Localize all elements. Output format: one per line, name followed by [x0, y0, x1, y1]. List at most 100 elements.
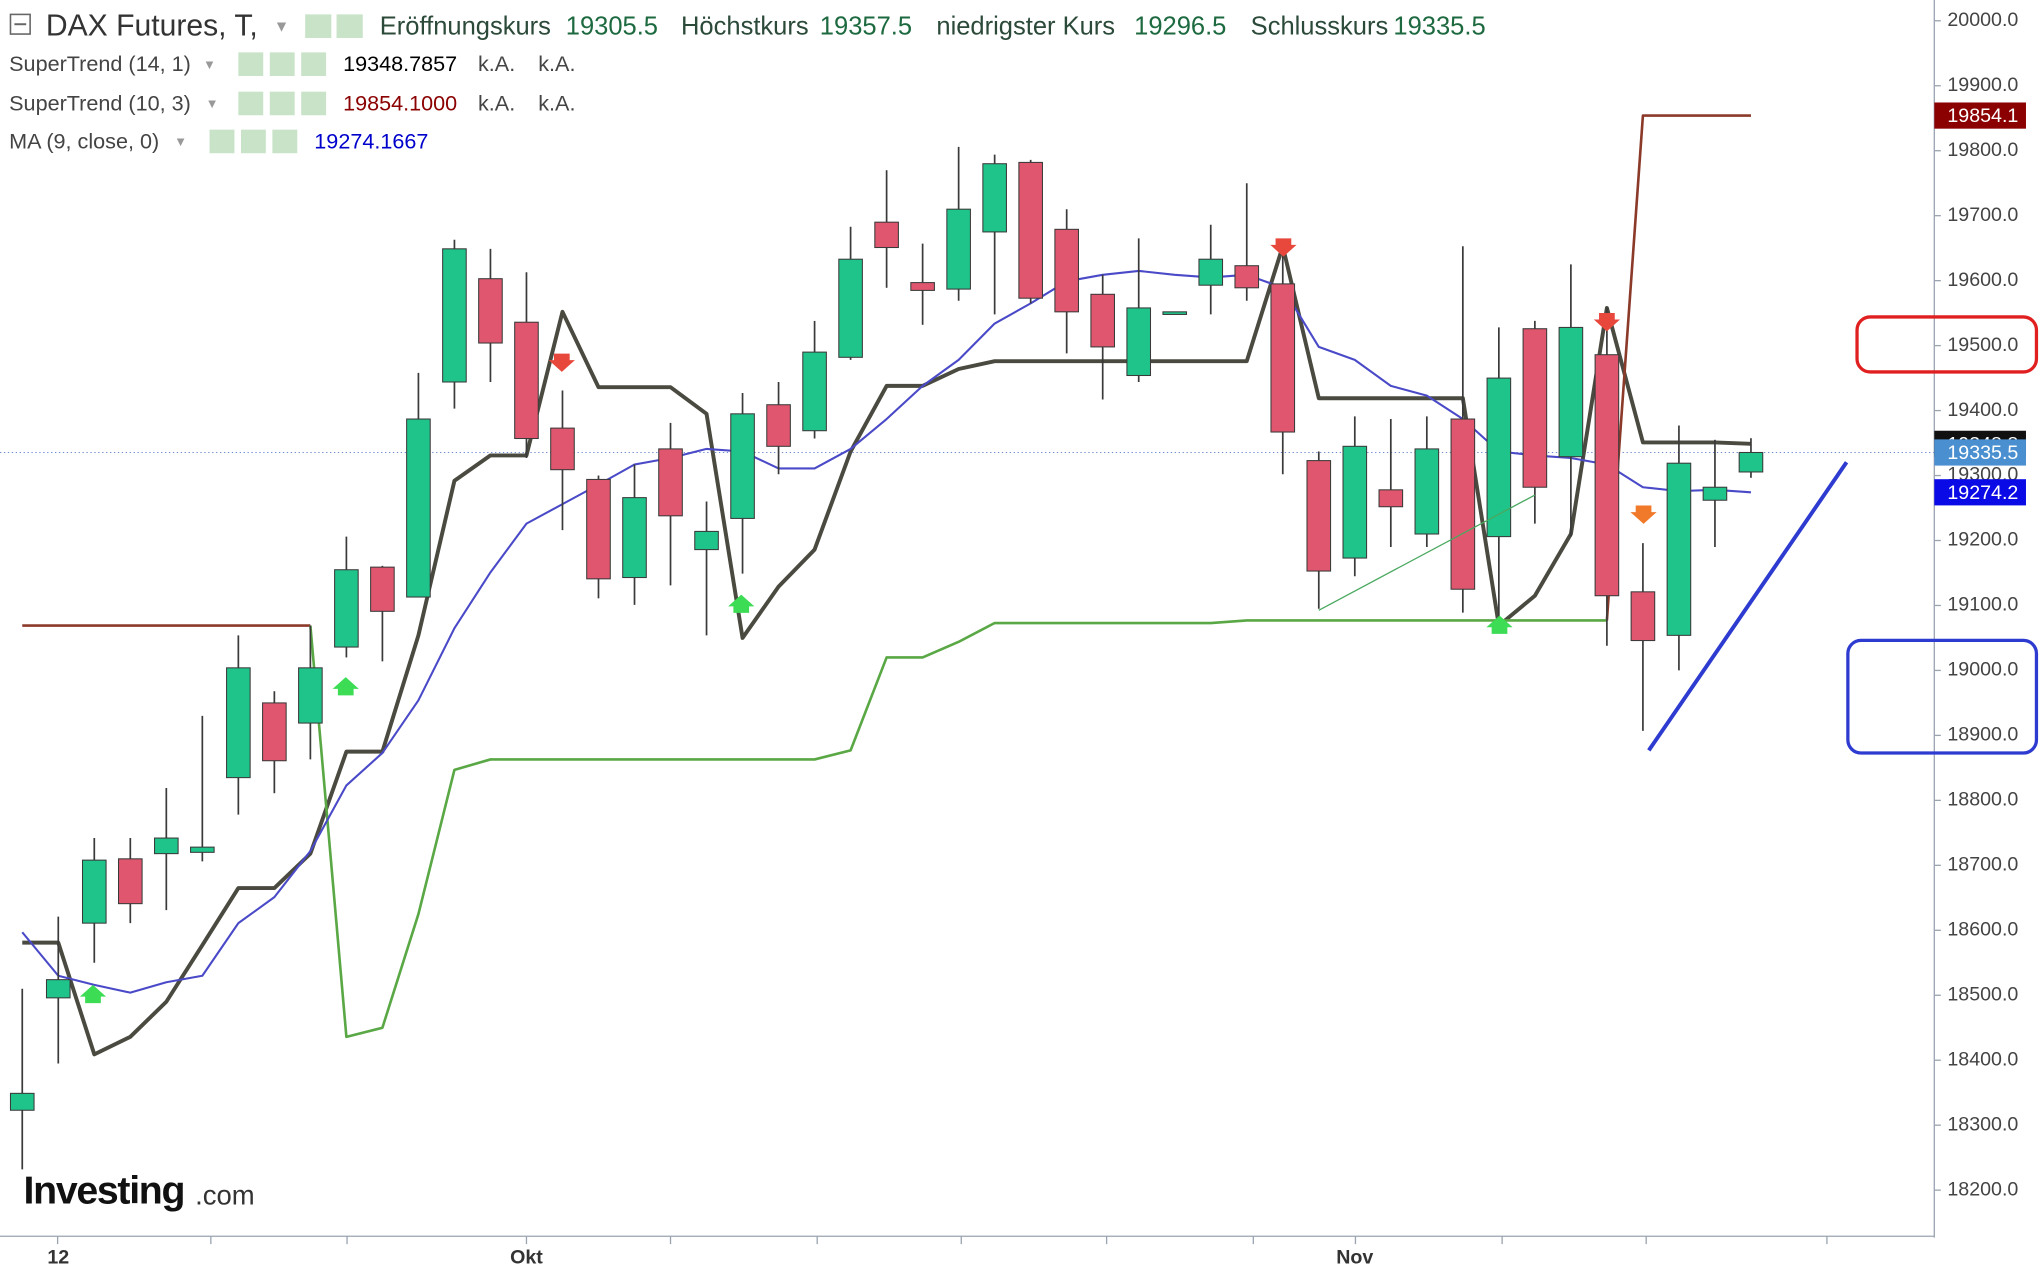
svg-text:▼: ▼ — [274, 19, 290, 36]
legend-name: MA (9, close, 0) — [9, 128, 159, 153]
indicator-line — [22, 114, 1751, 627]
candle-body — [1126, 307, 1152, 377]
candle-body — [730, 413, 755, 519]
svg-text:▼: ▼ — [203, 57, 216, 72]
candle-body — [946, 208, 971, 290]
header-label: Eröffnungskurs — [380, 12, 551, 40]
candle-body — [514, 321, 539, 440]
candle-body — [370, 566, 395, 612]
candle-body — [622, 497, 647, 579]
candle-body — [874, 221, 899, 249]
candle-body — [766, 404, 791, 447]
candle-body — [81, 859, 107, 924]
y-tick-label: 19000.0 — [1947, 659, 2018, 681]
logo-suffix: .com — [195, 1179, 255, 1210]
candle-body — [838, 258, 863, 358]
y-tick-label: 19900.0 — [1947, 74, 2018, 96]
svg-text:▼: ▼ — [206, 96, 219, 111]
candle-body — [1234, 265, 1260, 289]
candle-body — [334, 569, 359, 648]
svg-text:▼: ▼ — [174, 134, 187, 149]
candle-body — [802, 351, 827, 432]
header-label: Höchstkurs — [681, 12, 809, 40]
header-value: 19335.5 — [1393, 12, 1485, 40]
header-value: 19296.5 — [1134, 12, 1226, 40]
y-tick-label: 19600.0 — [1947, 269, 2018, 291]
legend-value: 19274.1667 — [314, 128, 428, 153]
candle-body — [406, 418, 431, 598]
candle-body — [1630, 591, 1656, 642]
logo-brand: Investing — [24, 1168, 185, 1212]
candle-body — [1558, 326, 1584, 458]
x-tick-label: 12 — [47, 1247, 69, 1269]
price-label-bg — [1934, 102, 2026, 129]
y-tick-label: 19100.0 — [1947, 594, 2018, 616]
legend-name: SuperTrend (10, 3) — [9, 90, 191, 115]
candle-body — [442, 248, 467, 383]
candle-body — [1162, 311, 1188, 315]
candle-body — [478, 278, 503, 344]
y-tick-label: 19800.0 — [1947, 139, 2018, 161]
x-tick-label: Nov — [1336, 1247, 1373, 1269]
candle-body — [1054, 228, 1079, 313]
price-label: 19854.1 — [1947, 105, 2018, 127]
drawn-line — [1318, 494, 1536, 611]
price-label-bg — [1934, 479, 2026, 506]
candle-body — [298, 667, 323, 724]
candle-body — [1270, 283, 1296, 433]
drawn-trendline — [1647, 461, 1849, 752]
candle-body — [154, 837, 179, 855]
candle-body — [9, 1092, 35, 1111]
header-value: 19305.5 — [566, 12, 658, 40]
candle-body — [586, 478, 611, 580]
y-tick-label: 19200.0 — [1947, 529, 2018, 551]
legend-value: 19854.1000 — [343, 90, 457, 115]
candle-body — [1738, 451, 1764, 473]
chart-title: DAX Futures, T, — [46, 9, 258, 42]
x-axis-ticks — [56, 1236, 1828, 1245]
y-tick-label: 19400.0 — [1947, 399, 2018, 421]
candle-body — [1486, 377, 1512, 538]
indicator-line — [309, 619, 1607, 1039]
candle-body — [1090, 293, 1116, 348]
candle-body — [694, 530, 719, 551]
y-tick-label: 18800.0 — [1947, 789, 2018, 811]
candle-body — [262, 702, 287, 762]
signal-arrows — [79, 238, 1657, 1004]
candle-body — [1018, 161, 1043, 299]
x-tick-label: Okt — [510, 1247, 543, 1269]
y-tick-label: 19700.0 — [1947, 204, 2018, 226]
candle-body — [117, 858, 143, 905]
candle-body — [190, 846, 215, 853]
legend-value: 19348.7857 — [343, 51, 457, 76]
y-tick-label: 18200.0 — [1947, 1178, 2018, 1200]
candle-body — [550, 427, 575, 471]
candle-body — [1666, 462, 1692, 636]
candle-body — [1198, 258, 1224, 286]
y-tick-label: 20000.0 — [1947, 9, 2018, 31]
candle-body — [226, 667, 251, 779]
candle-body — [658, 448, 683, 517]
y-tick-label: 18600.0 — [1947, 918, 2018, 940]
candle-body — [1306, 460, 1332, 572]
candle-body — [45, 979, 71, 999]
price-label: 19335.5 — [1947, 442, 2018, 464]
y-tick-label: 18700.0 — [1947, 854, 2018, 876]
highlight-box — [1846, 638, 2039, 755]
legend-note: k.A. — [538, 51, 575, 76]
header-label: Schlusskurs — [1251, 12, 1389, 40]
candle-body — [1450, 418, 1476, 590]
candle-body — [1414, 448, 1440, 535]
header-value: 19357.5 — [820, 12, 912, 40]
candle-body — [1594, 354, 1620, 597]
candle-body — [1378, 489, 1404, 508]
header-icons: ▼ ▼ ▼ ▼ — [9, 13, 363, 154]
price-label-bg — [1934, 439, 2026, 466]
y-tick-label: 18400.0 — [1947, 1048, 2018, 1070]
plot-area — [0, 114, 1935, 1170]
candle-body — [1522, 328, 1548, 488]
y-tick-label: 18900.0 — [1947, 724, 2018, 746]
highlight-box — [1855, 315, 2039, 374]
header-label: niedrigster Kurs — [936, 12, 1115, 40]
